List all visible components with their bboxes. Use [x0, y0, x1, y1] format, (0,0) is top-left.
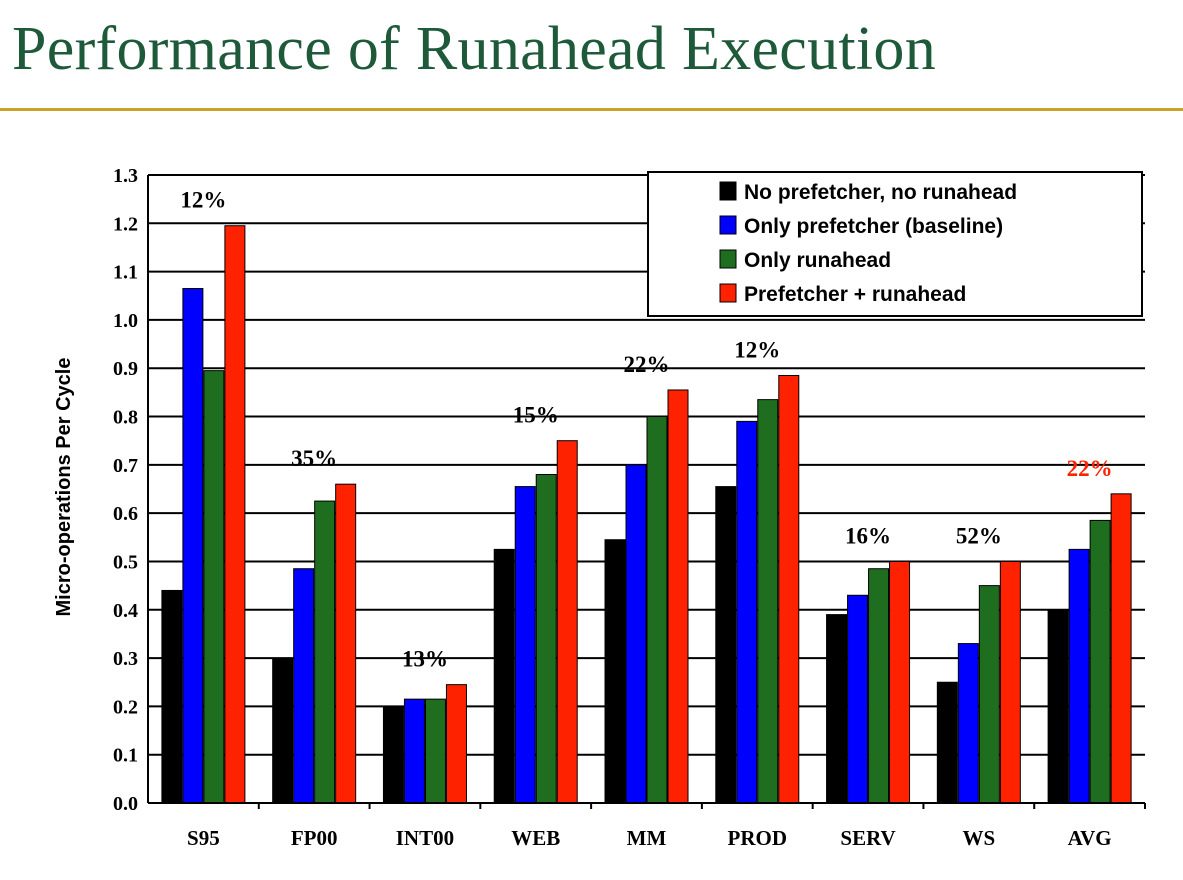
legend-swatch [719, 249, 737, 269]
bar-prod-series-2 [757, 399, 779, 804]
bar-ws-series-1 [957, 643, 979, 804]
bar-fp00-series-2 [314, 500, 336, 804]
y-tick-label: 0.6 [113, 503, 138, 525]
legend: No prefetcher, no runahead Only prefetche… [647, 171, 1143, 317]
bar-web-series-0 [493, 548, 515, 804]
y-tick-label: 0.2 [113, 696, 138, 718]
bar-int00-series-3 [445, 684, 467, 804]
y-tick-label: 1.3 [113, 165, 138, 187]
bar-prod-series-0 [715, 486, 737, 804]
legend-label: Prefetcher + runahead [744, 283, 966, 306]
bar-serv-series-3 [889, 560, 911, 804]
x-category-label: S95 [187, 826, 220, 850]
bar-avg-series-0 [1047, 609, 1069, 804]
bars [161, 225, 1132, 804]
y-tick-label: 1.2 [113, 213, 138, 235]
x-category-labels: S95 FP00 INT00 WEB MM PROD SERV WS AVG [187, 826, 1112, 850]
improvement-annotation: 35% [291, 446, 337, 471]
improvement-annotation: 12% [180, 188, 226, 213]
bar-prod-series-1 [736, 420, 758, 804]
bar-web-series-3 [556, 440, 578, 804]
bar-s95-series-1 [182, 288, 204, 804]
title-divider [0, 108, 1183, 111]
bar-mm-series-2 [646, 416, 668, 804]
y-tick-label: 0.3 [113, 648, 138, 670]
y-tick-label: 0.0 [113, 793, 138, 815]
axes [147, 175, 1146, 809]
legend-label: Only prefetcher (baseline) [744, 215, 1003, 238]
y-tick-label: 0.4 [113, 600, 138, 622]
bar-fp00-series-3 [335, 483, 357, 804]
legend-label: No prefetcher, no runahead [744, 181, 1017, 204]
bar-avg-series-3 [1110, 493, 1132, 804]
y-tick-label: 1.0 [113, 310, 138, 332]
bar-int00-series-0 [382, 705, 404, 804]
improvement-annotation: 12% [734, 337, 780, 362]
improvement-annotation: 15% [513, 403, 559, 428]
y-tick-label: 0.1 [113, 745, 138, 767]
x-category-label: AVG [1068, 826, 1112, 850]
x-category-label: MM [627, 826, 667, 850]
improvement-annotation: 22% [624, 352, 670, 377]
y-tick-label: 0.7 [113, 455, 138, 477]
improvement-annotation: 13% [402, 647, 448, 672]
legend-label: Only runahead [744, 249, 891, 272]
bar-ws-series-0 [936, 681, 958, 804]
y-tick-label: 0.8 [113, 407, 138, 429]
x-category-label: SERV [840, 826, 895, 850]
improvement-annotations: 12% 35% 13% 15% 22% 12% 16% 52% 22% [180, 188, 1112, 672]
bar-serv-series-1 [847, 594, 869, 804]
bar-avg-series-2 [1089, 519, 1111, 804]
legend-swatch [719, 215, 737, 235]
improvement-annotation: 16% [845, 523, 891, 548]
bar-serv-series-2 [868, 568, 890, 804]
bar-mm-series-3 [667, 389, 689, 804]
bar-avg-series-1 [1068, 548, 1090, 804]
bar-s95-series-3 [224, 225, 246, 804]
bar-fp00-series-0 [272, 657, 294, 804]
improvement-annotation: 22% [1067, 456, 1113, 481]
bar-int00-series-2 [424, 698, 446, 804]
bar-fp00-series-1 [293, 568, 315, 804]
bar-serv-series-0 [826, 614, 848, 804]
bar-s95-series-0 [161, 589, 183, 804]
slide-title: Performance of Runahead Execution [12, 15, 937, 83]
y-tick-label: 0.5 [113, 551, 138, 573]
bar-mm-series-1 [625, 464, 647, 804]
y-tick-labels: 0.0 0.1 0.2 0.3 0.4 0.5 0.6 0.7 0.8 0.9 1.0 1.1 1.2 1… [113, 165, 138, 815]
bar-int00-series-1 [403, 698, 425, 804]
legend-swatch [719, 283, 737, 303]
improvement-annotation: 52% [956, 523, 1002, 548]
x-category-label: FP00 [291, 826, 338, 850]
y-axis-label: Micro-operations Per Cycle [53, 358, 75, 617]
bar-ws-series-3 [999, 560, 1021, 804]
bar-web-series-2 [535, 474, 557, 804]
x-category-label: WEB [511, 826, 560, 850]
legend-swatch [719, 181, 737, 201]
bar-ws-series-2 [978, 585, 1000, 804]
x-category-label: PROD [728, 826, 788, 850]
y-tick-label: 1.1 [113, 262, 138, 284]
x-category-label: INT00 [396, 826, 454, 850]
bar-s95-series-2 [203, 370, 225, 804]
y-tick-label: 0.9 [113, 358, 138, 380]
bar-prod-series-3 [778, 374, 800, 804]
bar-web-series-1 [514, 486, 536, 804]
bar-mm-series-0 [604, 539, 626, 804]
x-category-label: WS [962, 826, 995, 850]
